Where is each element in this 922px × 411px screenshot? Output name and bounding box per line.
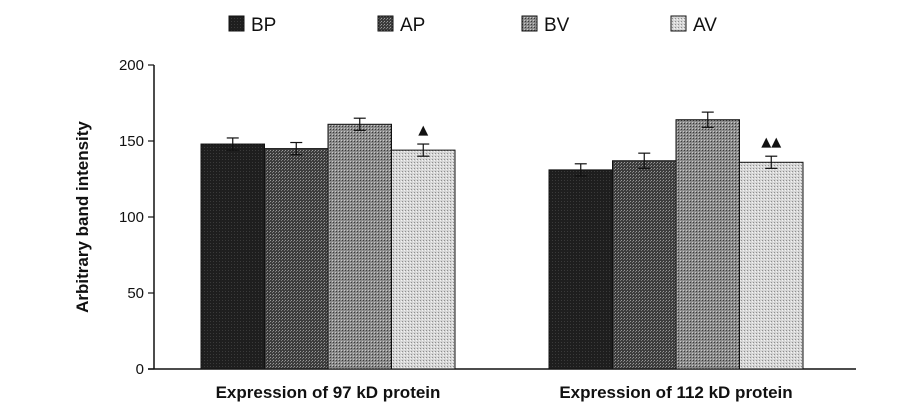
legend: BP AP BV AV [228,15,717,36]
legend-label-bp: BP [251,15,276,36]
bar-bp [548,169,613,370]
legend-label-ap: AP [400,15,425,36]
bar-bp [200,143,265,370]
y-tick-label: 50 [127,285,144,302]
x-category-label: Expression of 112 kD protein [559,383,792,402]
bar-ap [612,160,677,370]
legend-label-bv: BV [544,15,570,36]
bar-bv [327,123,392,370]
bar-ap [264,148,329,370]
bar-av [391,149,456,370]
y-tick-label: 100 [119,209,144,226]
y-tick-label: 150 [119,133,144,150]
y-tick-label: 0 [136,361,144,378]
significance-marker: ▲▲ [761,135,781,150]
bar-bv [675,119,740,370]
bars: ▲▲▲ [200,111,804,370]
legend-swatch-ap [377,15,394,32]
significance-marker: ▲ [418,123,428,138]
y-tick-label: 200 [119,57,144,74]
bar-av [739,161,804,370]
y-axis-label: Arbitrary band intensity [73,121,92,313]
legend-swatch-bv [521,15,538,32]
legend-label-av: AV [693,15,717,36]
legend-swatch-av [670,15,687,32]
x-category-label: Expression of 97 kD protein [216,383,441,402]
legend-swatch-bp [228,15,245,32]
x-axis-labels: Expression of 97 kD protein Expression of… [216,383,793,402]
